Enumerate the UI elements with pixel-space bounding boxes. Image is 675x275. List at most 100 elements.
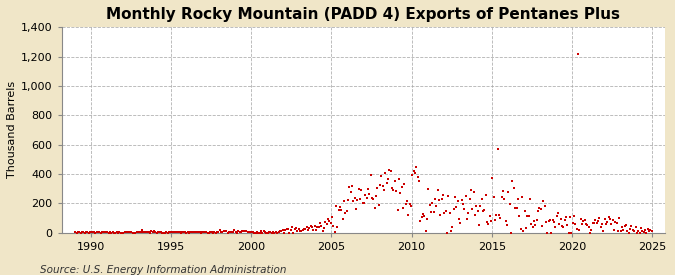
Point (158, 230, 169, 235)
Point (563, 230, 574, 235)
Point (539, 204, 550, 208)
Point (144, 230, 155, 235)
Point (324, 219, 335, 223)
Point (550, 224, 561, 229)
Point (177, 230, 188, 234)
Point (153, 230, 163, 235)
Point (491, 213, 502, 217)
Point (595, 225, 606, 229)
Point (315, 221, 325, 225)
Point (197, 230, 208, 235)
Point (608, 218, 618, 222)
Point (614, 216, 625, 220)
Point (182, 230, 193, 235)
Point (594, 216, 605, 221)
Point (472, 209, 483, 213)
Point (571, 227, 582, 231)
Point (389, 179, 400, 183)
Point (503, 190, 514, 194)
Point (244, 230, 254, 235)
Point (276, 229, 287, 233)
Point (273, 230, 284, 234)
Point (547, 218, 558, 222)
Point (586, 228, 597, 232)
Point (257, 230, 268, 235)
Point (493, 213, 504, 217)
Point (360, 193, 371, 198)
Point (140, 229, 151, 234)
Point (185, 230, 196, 235)
Point (462, 217, 472, 221)
Point (196, 230, 207, 235)
Point (186, 230, 197, 234)
Point (583, 225, 594, 229)
Point (626, 224, 637, 229)
Point (180, 230, 190, 235)
Point (91, 230, 102, 234)
Point (371, 193, 381, 198)
Point (219, 229, 230, 233)
Point (333, 208, 344, 213)
Point (253, 230, 264, 235)
Point (178, 230, 189, 234)
Point (441, 230, 452, 235)
Point (263, 230, 273, 235)
Point (163, 230, 174, 234)
Point (645, 228, 655, 232)
Point (394, 177, 404, 181)
Point (578, 219, 589, 224)
Point (140, 230, 151, 234)
Point (118, 230, 129, 235)
Point (312, 225, 323, 229)
Point (400, 202, 411, 207)
Point (427, 200, 437, 205)
Point (451, 205, 462, 209)
Point (454, 217, 464, 221)
Point (107, 230, 118, 234)
Point (302, 228, 313, 232)
Point (512, 197, 523, 201)
Point (99, 230, 110, 235)
Point (606, 222, 617, 226)
Point (209, 230, 220, 235)
Point (325, 221, 336, 225)
Point (506, 230, 516, 235)
Point (381, 181, 392, 185)
Point (612, 221, 622, 225)
Point (629, 229, 640, 233)
Point (504, 202, 515, 207)
Point (481, 192, 491, 197)
Point (346, 190, 356, 194)
Point (147, 230, 158, 234)
Point (261, 230, 272, 235)
Point (412, 175, 423, 180)
Point (459, 207, 470, 211)
Point (376, 174, 387, 178)
Point (174, 230, 185, 235)
Point (410, 171, 421, 176)
Point (408, 169, 419, 173)
Point (245, 230, 256, 234)
Point (78, 230, 88, 235)
Point (188, 230, 198, 234)
Point (511, 206, 522, 210)
Point (518, 229, 529, 233)
Point (301, 225, 312, 229)
Point (165, 230, 176, 235)
Point (543, 219, 554, 224)
Point (448, 207, 459, 211)
Point (395, 191, 406, 196)
Point (130, 230, 141, 235)
Point (176, 230, 186, 235)
Point (483, 222, 494, 227)
Point (568, 214, 579, 218)
Point (260, 230, 271, 235)
Point (403, 213, 414, 217)
Point (138, 229, 149, 234)
Point (508, 186, 519, 191)
Point (256, 229, 267, 233)
Point (129, 230, 140, 235)
Point (502, 223, 512, 227)
Point (551, 214, 562, 218)
Point (101, 230, 111, 234)
